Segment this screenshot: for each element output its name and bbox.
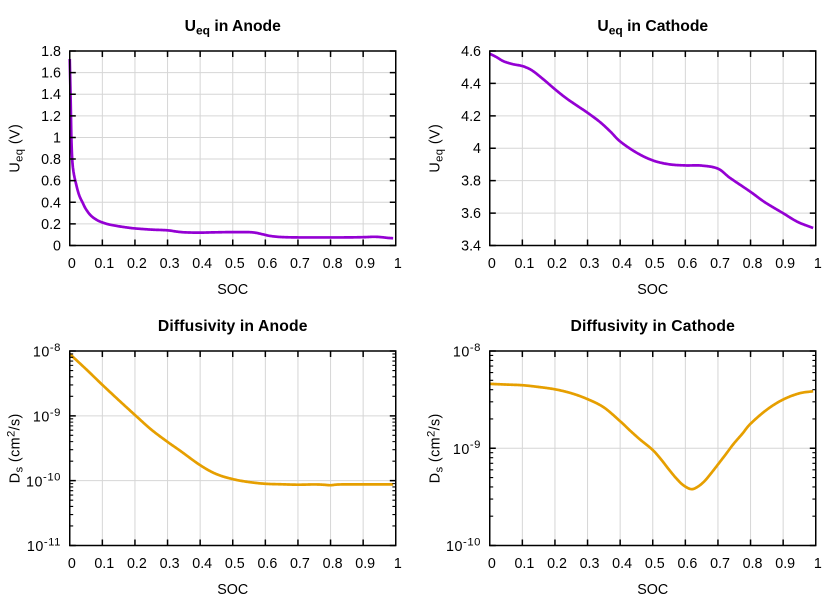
svg-text:0.3: 0.3: [160, 556, 180, 572]
svg-text:Ds (cm2/s): Ds (cm2/s): [426, 413, 446, 483]
svg-text:3.8: 3.8: [461, 174, 481, 190]
svg-text:0.3: 0.3: [580, 556, 600, 572]
svg-text:0.2: 0.2: [41, 217, 61, 233]
svg-text:0.4: 0.4: [41, 195, 61, 211]
svg-text:1: 1: [394, 256, 402, 272]
svg-text:0.4: 0.4: [192, 256, 212, 272]
svg-text:SOC: SOC: [217, 282, 248, 298]
svg-text:0.1: 0.1: [94, 256, 114, 272]
svg-text:0.3: 0.3: [160, 256, 180, 272]
svg-text:4.4: 4.4: [461, 76, 481, 92]
svg-text:0.4: 0.4: [612, 256, 632, 272]
svg-text:0: 0: [68, 556, 76, 572]
svg-text:4: 4: [473, 141, 481, 157]
svg-text:4.2: 4.2: [461, 109, 481, 125]
svg-text:0.8: 0.8: [41, 152, 61, 168]
svg-text:0.7: 0.7: [290, 556, 310, 572]
svg-text:4.6: 4.6: [461, 44, 481, 60]
svg-text:1: 1: [814, 556, 822, 572]
svg-text:1.8: 1.8: [41, 44, 61, 60]
svg-text:0.9: 0.9: [775, 256, 795, 272]
svg-text:0.8: 0.8: [323, 256, 343, 272]
svg-text:0: 0: [68, 256, 76, 272]
svg-text:0.6: 0.6: [677, 556, 697, 572]
svg-text:0.5: 0.5: [645, 556, 665, 572]
svg-text:SOC: SOC: [637, 582, 668, 598]
svg-text:1: 1: [53, 130, 61, 146]
svg-text:0.2: 0.2: [127, 256, 147, 272]
svg-text:0.5: 0.5: [645, 256, 665, 272]
svg-text:Ds (cm2/s): Ds (cm2/s): [6, 413, 26, 483]
svg-text:Diffusivity in Anode: Diffusivity in Anode: [158, 318, 308, 335]
svg-text:1.2: 1.2: [41, 109, 61, 125]
svg-text:0.4: 0.4: [192, 556, 212, 572]
svg-text:0: 0: [488, 556, 496, 572]
svg-text:1: 1: [394, 556, 402, 572]
svg-text:0.1: 0.1: [94, 556, 114, 572]
svg-text:SOC: SOC: [217, 582, 248, 598]
svg-text:0.5: 0.5: [225, 256, 245, 272]
svg-text:1.4: 1.4: [41, 87, 61, 103]
svg-text:0: 0: [53, 239, 61, 255]
svg-text:0.8: 0.8: [743, 556, 763, 572]
svg-text:0.8: 0.8: [323, 556, 343, 572]
svg-text:Ueq in Cathode: Ueq in Cathode: [597, 18, 708, 38]
svg-text:3.6: 3.6: [461, 206, 481, 222]
svg-text:0.9: 0.9: [355, 256, 375, 272]
svg-text:0.6: 0.6: [41, 174, 61, 190]
svg-text:0.4: 0.4: [612, 556, 632, 572]
svg-text:0.9: 0.9: [775, 556, 795, 572]
svg-text:0.7: 0.7: [710, 256, 730, 272]
svg-text:0.5: 0.5: [225, 556, 245, 572]
svg-text:0.2: 0.2: [547, 556, 567, 572]
svg-text:SOC: SOC: [637, 282, 668, 298]
svg-text:Ueq (V): Ueq (V): [428, 124, 446, 173]
svg-text:0.7: 0.7: [710, 556, 730, 572]
svg-text:0: 0: [488, 256, 496, 272]
svg-text:0.6: 0.6: [257, 556, 277, 572]
svg-text:0.7: 0.7: [290, 256, 310, 272]
svg-text:1: 1: [814, 256, 822, 272]
svg-text:0.2: 0.2: [127, 556, 147, 572]
svg-text:0.2: 0.2: [547, 256, 567, 272]
svg-text:Ueq in Anode: Ueq in Anode: [185, 18, 282, 38]
svg-text:0.1: 0.1: [514, 556, 534, 572]
svg-text:0.8: 0.8: [743, 256, 763, 272]
svg-text:0.6: 0.6: [257, 256, 277, 272]
svg-text:0.3: 0.3: [580, 256, 600, 272]
svg-text:0.1: 0.1: [514, 256, 534, 272]
svg-text:0.9: 0.9: [355, 556, 375, 572]
svg-text:Ueq (V): Ueq (V): [8, 124, 26, 173]
svg-text:3.4: 3.4: [461, 239, 481, 255]
svg-text:1.6: 1.6: [41, 66, 61, 82]
svg-text:0.6: 0.6: [677, 256, 697, 272]
svg-text:Diffusivity in Cathode: Diffusivity in Cathode: [570, 318, 735, 335]
